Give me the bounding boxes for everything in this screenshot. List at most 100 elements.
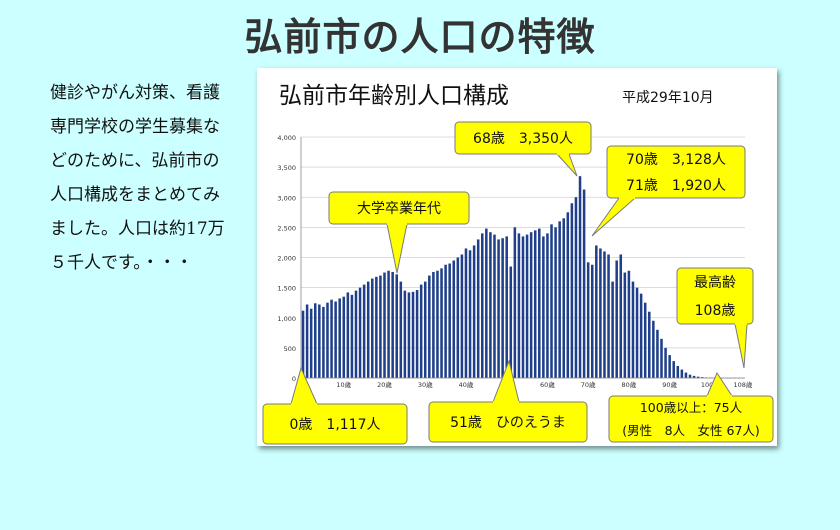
bar [428, 275, 431, 378]
callout-oldest-text: 最高齢 [694, 274, 736, 291]
bar [660, 338, 663, 378]
bar [375, 276, 378, 378]
callout-70-71 [606, 145, 746, 199]
intro-text: 健診やがん対策、看護 専門学校の学生募集な どのために、弘前市の 人口構成をまと… [50, 76, 250, 280]
bar [635, 287, 639, 378]
bar [391, 271, 394, 378]
bar [542, 236, 545, 378]
bar [489, 232, 492, 378]
bar [590, 264, 594, 378]
callout-70-71-text: 71歳 1,920人 [626, 178, 726, 194]
bar [411, 291, 415, 378]
bar [615, 260, 618, 378]
bar [538, 228, 541, 378]
bar [688, 374, 692, 378]
bar [444, 264, 447, 378]
bar [696, 376, 700, 378]
bar [448, 263, 451, 378]
bar [505, 236, 508, 378]
bar [379, 275, 382, 378]
y-tick-label: 0 [292, 375, 296, 383]
bar [529, 232, 533, 378]
y-tick-label: 2,000 [277, 255, 296, 263]
bar [497, 239, 500, 378]
intro-line: 人口構成をまとめてみ [50, 185, 220, 205]
x-tick-label: 80歳 [622, 380, 637, 389]
intro-line: 専門学校の学生募集な [50, 117, 220, 137]
bar [611, 281, 614, 378]
callout-100plus-text: (男性 8人 女性 67人) [622, 423, 760, 438]
bar [334, 301, 337, 378]
bar [338, 298, 341, 378]
bar [521, 236, 525, 378]
callout-70-71-pointer [591, 197, 637, 237]
bar [305, 304, 309, 378]
bar [468, 250, 472, 378]
bar [672, 361, 675, 378]
bar [440, 268, 443, 378]
bar [383, 272, 386, 378]
bar [313, 303, 317, 378]
x-tick-label: 108歳 [734, 380, 753, 389]
bar [485, 228, 488, 378]
bar [533, 230, 537, 378]
bar [464, 248, 468, 378]
bar [692, 375, 696, 378]
chart-title: 弘前市年齢別人口構成 [279, 83, 509, 109]
y-tick-label: 500 [284, 345, 296, 353]
bar [639, 293, 643, 378]
x-tick-label: 40歳 [459, 380, 474, 389]
x-tick-label: 10歳 [336, 380, 351, 389]
bar [460, 254, 464, 378]
bar [680, 369, 684, 378]
bar [509, 266, 513, 378]
callout-68-pointer [555, 153, 578, 177]
bar [358, 287, 362, 378]
y-tick-label: 1,500 [277, 285, 296, 293]
callout-68-text: 68歳 3,350人 [473, 131, 573, 147]
bar [517, 233, 521, 378]
bar [342, 296, 346, 378]
bar [648, 311, 651, 378]
bar [643, 302, 647, 378]
bar [607, 254, 610, 378]
y-tick-label: 3,500 [277, 164, 296, 172]
bar [599, 248, 602, 378]
bar [525, 234, 529, 378]
bar [452, 260, 456, 378]
x-tick-label: 70歳 [581, 380, 596, 389]
intro-line: どのために、弘前市の [50, 151, 220, 171]
bar [362, 284, 366, 378]
bar [318, 304, 321, 378]
bar [570, 203, 574, 378]
bar [700, 377, 704, 378]
bar [668, 355, 671, 378]
callout-70-71-text: 70歳 3,128人 [626, 152, 726, 168]
callout-age0 [262, 403, 408, 445]
page-title: 弘前市の人口の特徴 [244, 15, 596, 59]
bar [578, 176, 582, 378]
chart-subtitle: 平成29年10月 [622, 90, 714, 106]
bar [627, 270, 631, 378]
callout-68 [454, 121, 592, 155]
bar [582, 189, 586, 378]
bar [554, 227, 557, 378]
x-tick-label: 30歳 [418, 380, 433, 389]
bar [623, 272, 627, 378]
bar [322, 306, 325, 378]
bar [676, 365, 680, 378]
bar [574, 197, 578, 378]
bar [493, 234, 496, 378]
bar [366, 281, 370, 378]
callout-100plus [608, 395, 774, 443]
bar [619, 254, 623, 378]
bar [350, 294, 354, 378]
bar [395, 274, 398, 378]
bar [558, 221, 561, 378]
bar [456, 257, 460, 378]
bar [371, 278, 374, 378]
bar [403, 290, 407, 378]
intro-line: ました。人口は約17万 [50, 219, 225, 239]
bar [656, 329, 659, 378]
